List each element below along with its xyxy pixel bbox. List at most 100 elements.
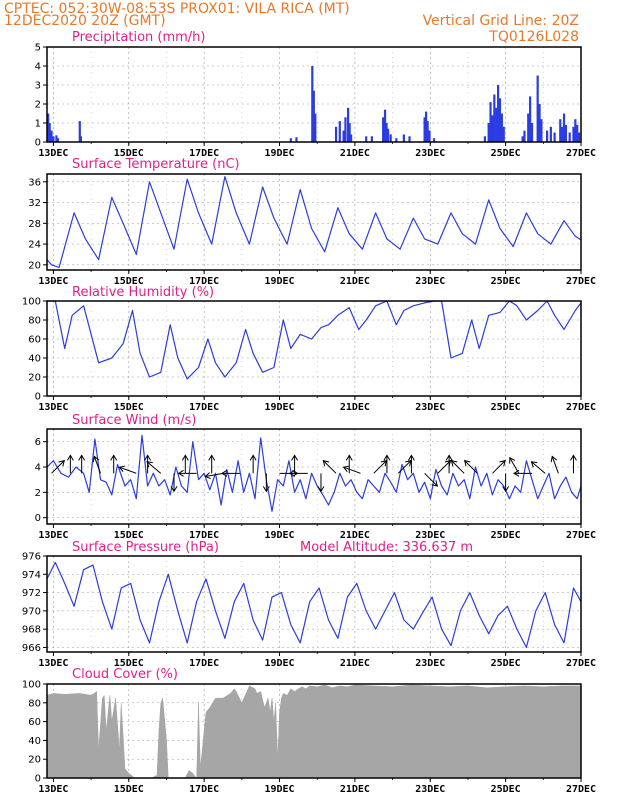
cloud-ytick-label: 60	[28, 717, 41, 728]
precip-xtick-label: 19DEC	[264, 148, 294, 159]
wind-arrow-shaft	[119, 466, 137, 474]
wind-arrow-head	[550, 455, 558, 463]
cloud-xtick-label: 19DEC	[264, 784, 294, 795]
wind-arrow	[92, 455, 101, 474]
humidity-ytick-label: 40	[28, 354, 41, 365]
precip-bar	[334, 126, 338, 142]
wind-arrow	[262, 473, 270, 493]
humidity-xtick-label: 25DEC	[491, 402, 521, 413]
precip-panel: 0 1 2 3 4 5 13DEC 15DEC 17DEC 19DEC 21DEC 23DEC 25DE…	[35, 43, 596, 160]
humidity-ytick-label: 80	[28, 316, 41, 327]
precip-bar	[311, 66, 314, 142]
wind-arrow-head	[181, 454, 189, 461]
precip-bar	[562, 113, 566, 142]
humidity-xtick-label: 21DEC	[340, 402, 370, 413]
precip-bar	[348, 123, 351, 142]
wind-arrow	[463, 459, 478, 474]
pressure-xtick-label: 25DEC	[491, 658, 521, 669]
precip-bar	[426, 121, 429, 142]
wind-arrow-shaft	[146, 461, 162, 474]
precip-bar	[425, 111, 428, 142]
precip-bar	[553, 132, 556, 142]
pressure-panel: 966 968 970 972 974 976 13DEC 15DEC 17DEC 19DEC 21…	[22, 552, 596, 670]
wind-xtick-label: 27DEC	[566, 530, 596, 541]
precip-xtick-label: 21DEC	[340, 148, 370, 159]
wind-arrow	[66, 454, 74, 474]
cloud-ytick-label: 80	[28, 698, 41, 709]
precip-bar	[498, 98, 502, 142]
wind-title: Surface Wind (m/s)	[72, 413, 196, 428]
wind-arrow-head	[445, 454, 453, 461]
wind-arrow-head	[513, 469, 520, 477]
wind-arrow	[288, 469, 308, 477]
header-model-id: TQ0126L028	[488, 29, 579, 45]
wind-arrow-shaft	[93, 456, 101, 474]
precip-bar	[312, 90, 315, 142]
precip-bar	[545, 130, 549, 142]
wind-arrow	[208, 454, 216, 474]
wind-arrow	[502, 473, 510, 493]
temperature-xtick-label: 27DEC	[566, 276, 596, 287]
wind-arrow-shaft	[451, 460, 465, 474]
precip-bar	[289, 138, 292, 142]
wind-arrow	[322, 459, 337, 474]
wind-arrow-shaft	[343, 466, 361, 474]
wind-arrow-head	[262, 486, 270, 493]
precip-bar	[342, 130, 345, 142]
wind-arrow-head	[291, 454, 299, 461]
cloud-area	[46, 684, 582, 779]
precip-bar	[502, 126, 505, 142]
precip-bar	[568, 132, 571, 142]
wind-frame	[46, 428, 582, 525]
precip-bar	[48, 123, 51, 142]
wind-arrow-head	[499, 459, 506, 467]
wind-arrow	[407, 454, 415, 474]
precip-bar	[295, 137, 298, 142]
temperature-xtick-label: 13DEC	[38, 276, 68, 287]
precip-bar	[395, 138, 398, 142]
precip-xtick-label: 23DEC	[415, 148, 445, 159]
precip-ytick-label: 0	[35, 138, 41, 149]
wind-ytick-label: 2	[35, 488, 41, 499]
wind-arrow-head	[249, 454, 257, 461]
precip-bar	[79, 136, 83, 142]
header-grid-line: Vertical Grid Line: 20Z	[423, 13, 579, 29]
wind-arrow-head	[407, 454, 415, 461]
wind-arrow-head	[118, 465, 126, 473]
precip-bar	[521, 136, 524, 142]
wind-arrow	[550, 455, 559, 474]
cloud-xtick-label: 23DEC	[415, 784, 445, 795]
wind-arrow-head	[92, 455, 100, 463]
humidity-xtick-label: 23DEC	[415, 402, 445, 413]
wind-arrow-shaft	[424, 472, 438, 487]
wind-arrow	[445, 454, 453, 474]
precip-bar	[389, 134, 392, 142]
temperature-xtick-label: 17DEC	[189, 276, 219, 287]
wind-arrow-shaft	[437, 460, 451, 474]
precip-xtick-label: 17DEC	[189, 148, 219, 159]
temperature-frame	[46, 173, 582, 271]
pressure-xtick-label: 13DEC	[38, 658, 68, 669]
wind-ytick-label: 4	[35, 463, 41, 474]
precip-bar	[495, 107, 498, 142]
humidity-panel: 0 20 40 60 80 100 13DEC 15DEC 17DEC 19DEC 21DEC 23D…	[22, 297, 596, 414]
wind-arrow-head	[58, 459, 65, 467]
wind-arrow	[513, 469, 533, 477]
wind-arrow-shaft	[205, 472, 224, 477]
wind-arrow	[177, 469, 197, 477]
wind-arrow-head	[383, 454, 391, 461]
wind-xtick-label: 17DEC	[189, 530, 219, 541]
temperature-panel: 20 24 28 32 36 13DEC 15DEC 17DEC 19DEC 21DEC 23DEC…	[28, 173, 596, 287]
humidity-ytick-label: 60	[28, 335, 41, 346]
wind-arrow-head	[317, 486, 325, 493]
wind-arrow	[383, 454, 391, 474]
cloud-title: Cloud Cover (%)	[72, 667, 178, 682]
pressure-ytick-label: 974	[22, 570, 41, 581]
pressure-xtick-label: 21DEC	[340, 658, 370, 669]
precip-bar	[386, 128, 390, 142]
precip-bar	[428, 130, 431, 142]
precip-bar	[530, 123, 534, 142]
wind-arrow	[570, 454, 577, 474]
wind-arrow-shaft	[531, 461, 546, 474]
